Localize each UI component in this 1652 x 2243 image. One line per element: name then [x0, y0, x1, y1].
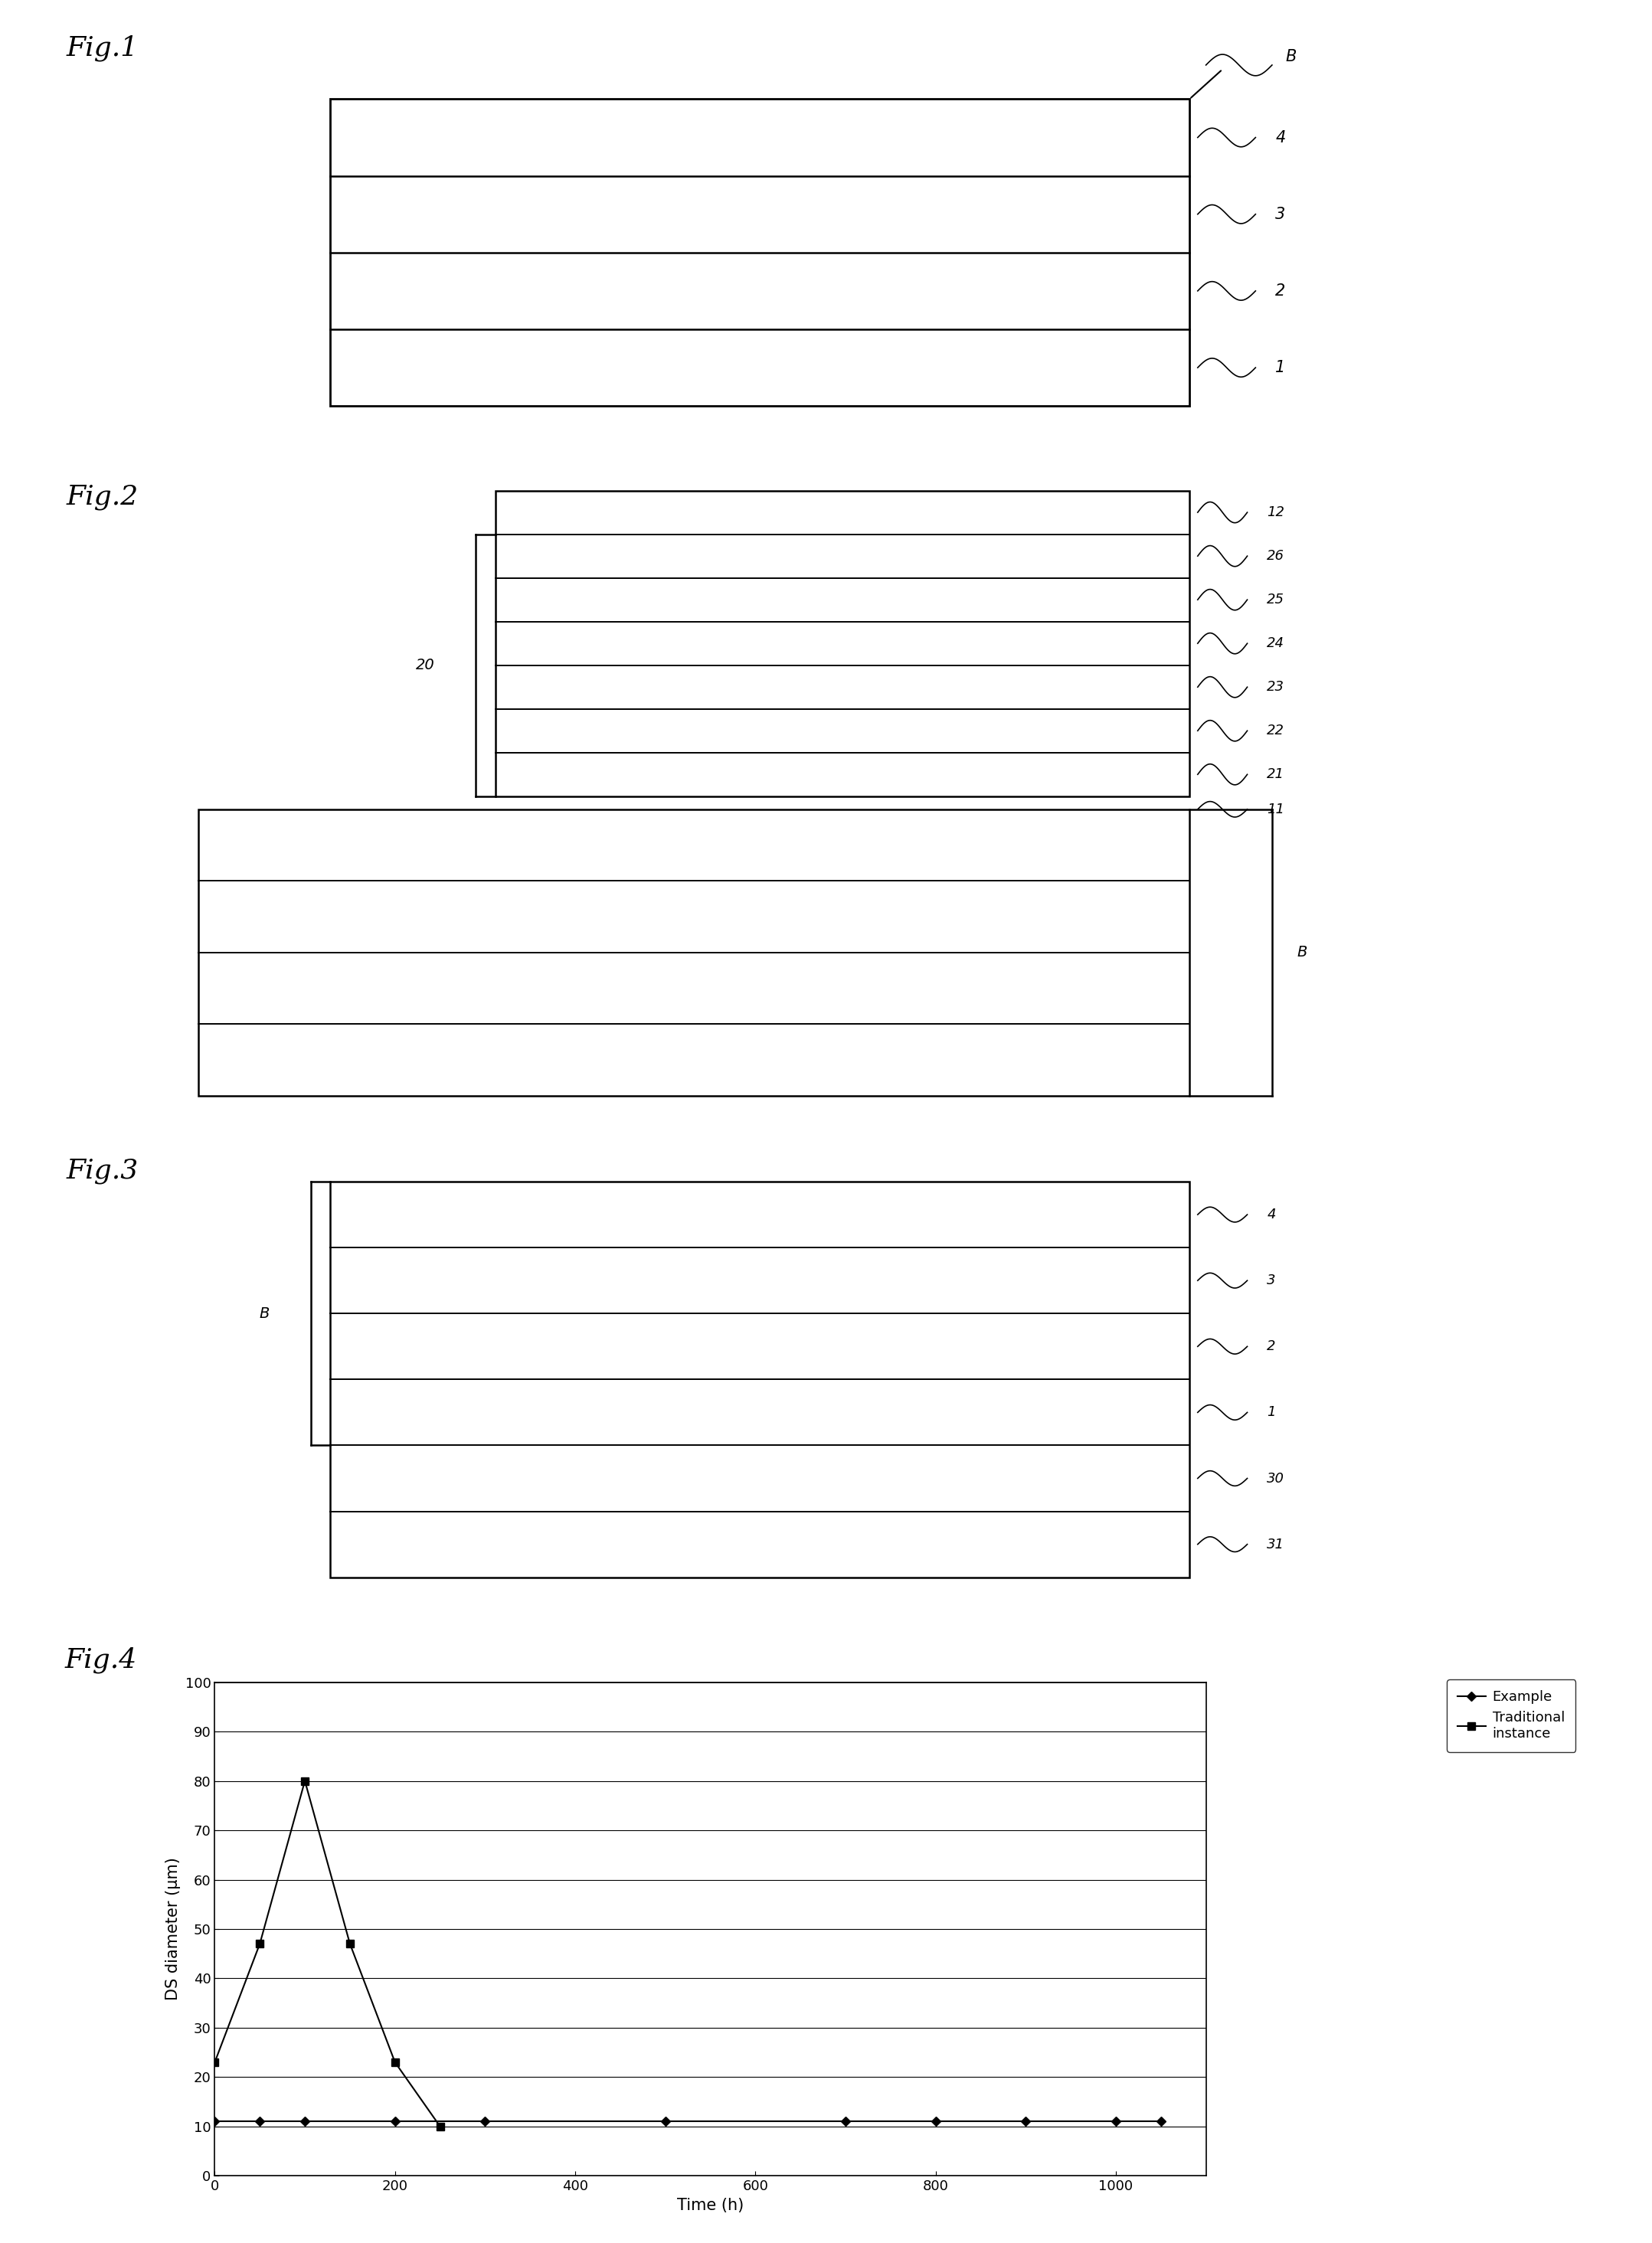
Example [476, 2108, 496, 2135]
Text: 11: 11 [1267, 803, 1285, 816]
Text: B: B [1297, 944, 1307, 960]
Text: 31: 31 [1267, 1536, 1285, 1552]
Text: B: B [259, 1305, 269, 1321]
Example [385, 2108, 405, 2135]
Example [925, 2108, 945, 2135]
Text: 4: 4 [1267, 1207, 1275, 1222]
Example [296, 2108, 316, 2135]
Text: 2: 2 [1275, 283, 1285, 298]
X-axis label: Time (h): Time (h) [677, 2198, 743, 2214]
Text: 2: 2 [1267, 1339, 1275, 1353]
Bar [330, 1182, 1189, 1577]
Text: 20: 20 [416, 657, 434, 673]
Text: 12: 12 [1267, 505, 1285, 520]
Example [1105, 2108, 1125, 2135]
Text: 21: 21 [1267, 767, 1285, 781]
Text: 23: 23 [1267, 680, 1285, 693]
Example [249, 2108, 269, 2135]
Text: Fig.4: Fig.4 [64, 1646, 137, 1673]
Text: 22: 22 [1267, 724, 1285, 738]
Line: Traditional
instance: Traditional instance [211, 1776, 444, 2131]
Example [656, 2108, 676, 2135]
Traditional
instance [296, 1767, 316, 1794]
Traditional
instance [385, 2048, 405, 2075]
Text: Fig.1: Fig.1 [66, 36, 139, 61]
Text: B: B [1285, 49, 1297, 65]
Text: 30: 30 [1267, 1471, 1285, 1485]
Text: 3: 3 [1275, 206, 1285, 222]
Bar [496, 491, 1189, 796]
Example [836, 2108, 856, 2135]
Bar [198, 810, 1189, 1095]
Traditional
instance [205, 2048, 225, 2075]
Text: 26: 26 [1267, 550, 1285, 563]
Line: Example: Example [211, 2117, 1165, 2124]
Text: 24: 24 [1267, 637, 1285, 650]
Text: 4: 4 [1275, 130, 1285, 146]
Traditional
instance [430, 2113, 449, 2140]
Text: Fig.2: Fig.2 [66, 484, 139, 509]
Traditional
instance [340, 1931, 360, 1958]
Text: Fig.3: Fig.3 [66, 1157, 139, 1184]
Text: 3: 3 [1267, 1274, 1275, 1287]
Legend: Example, Traditional
instance: Example, Traditional instance [1447, 1680, 1576, 1752]
Text: 25: 25 [1267, 592, 1285, 606]
Example [1151, 2108, 1171, 2135]
Y-axis label: DS diameter (μm): DS diameter (μm) [165, 1857, 180, 2001]
Text: 1: 1 [1275, 359, 1285, 375]
Bar [330, 99, 1189, 406]
Text: 1: 1 [1267, 1406, 1275, 1420]
Example [205, 2108, 225, 2135]
Example [1016, 2108, 1036, 2135]
Traditional
instance [249, 1931, 269, 1958]
